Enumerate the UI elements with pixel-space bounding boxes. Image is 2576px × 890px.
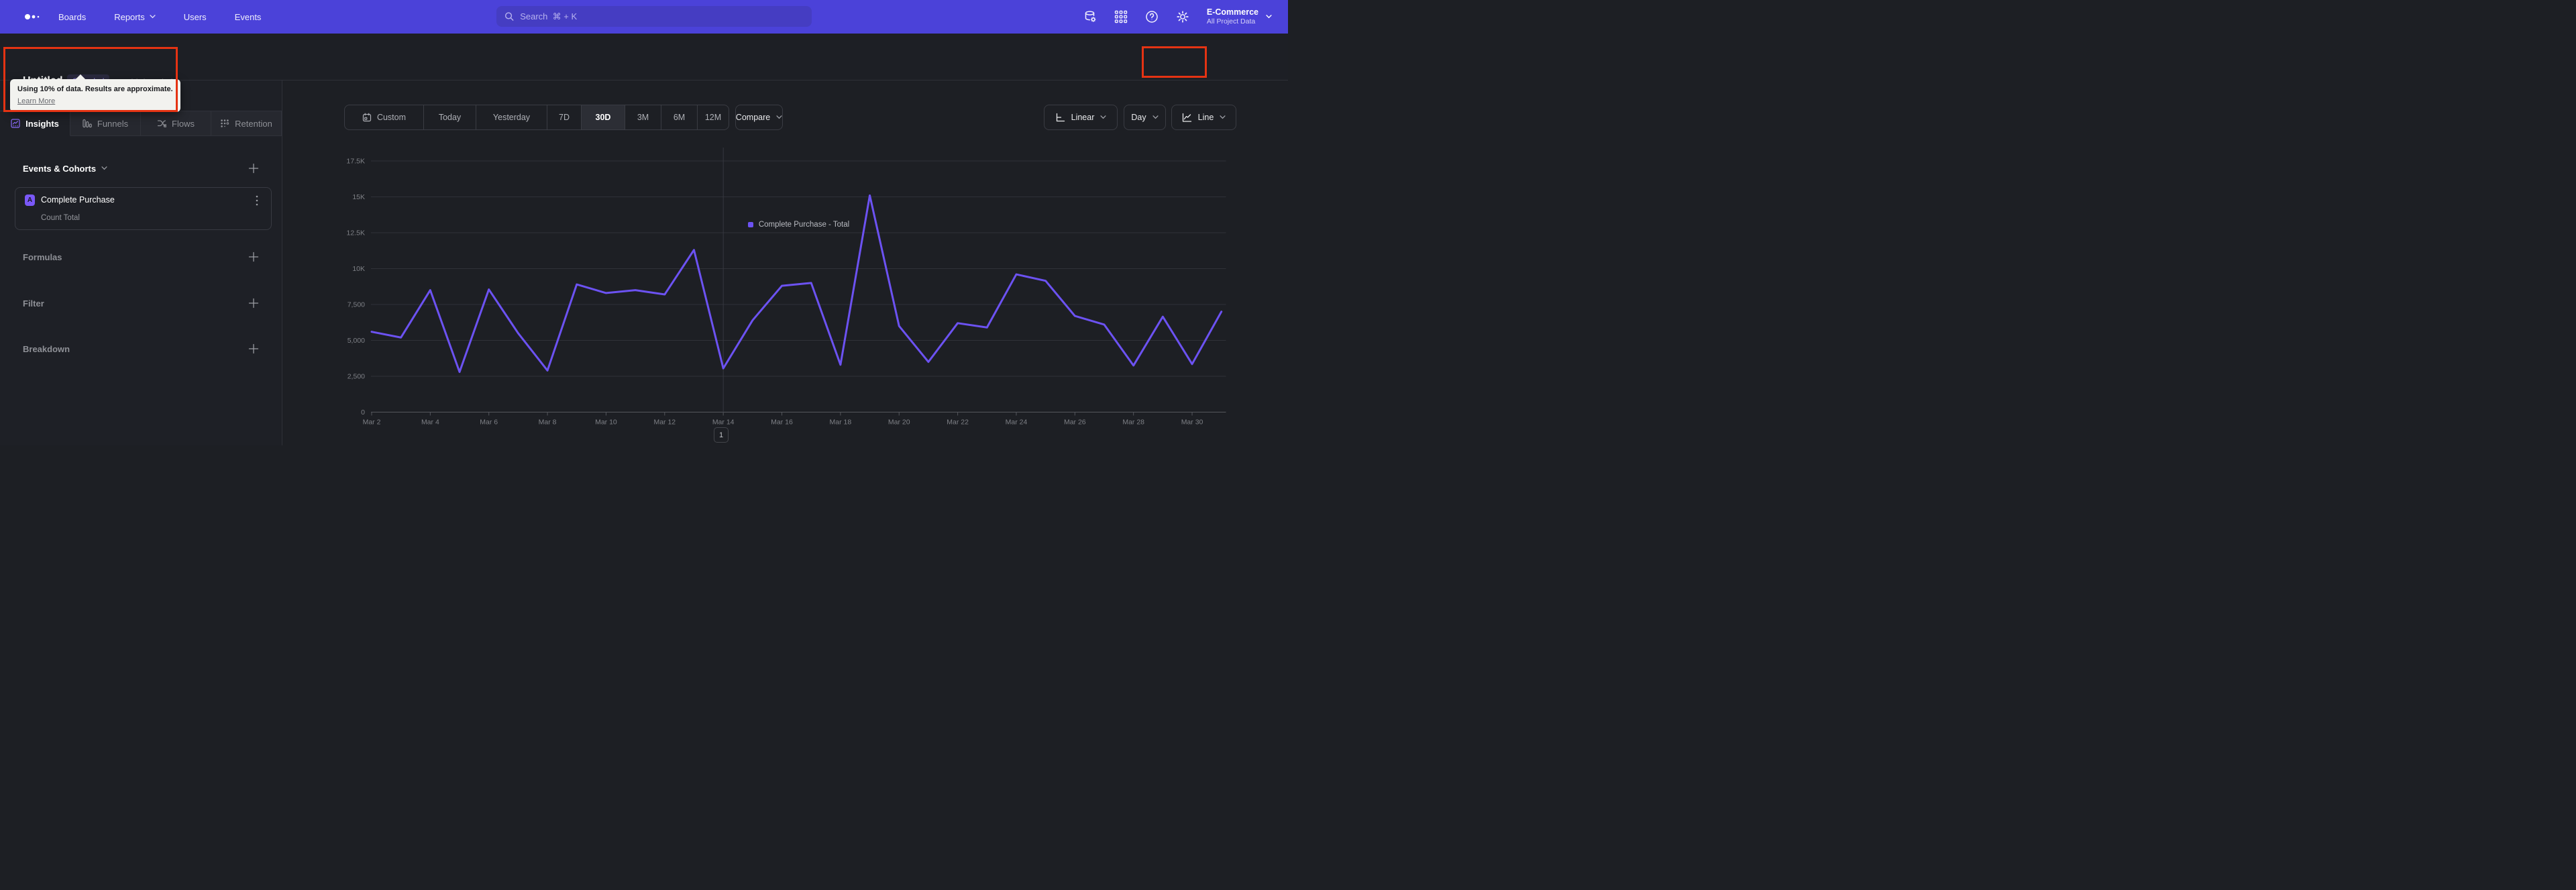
x-axis-tick-label: Mar 22 [947,419,969,427]
x-axis-tick-label: Mar 26 [1064,419,1086,427]
event-kebab-menu-icon[interactable] [252,194,262,207]
x-axis-tick-label: Mar 10 [595,419,617,427]
tab-retention[interactable]: Retention [211,111,282,136]
mixpanel-logo-icon[interactable] [12,0,44,34]
y-axis-tick-label: 10K [352,265,365,273]
nav-item-users[interactable]: Users [183,11,207,22]
pagination-page-button[interactable]: 1 [714,427,729,443]
range-3m[interactable]: 3M [625,105,661,129]
breakdown-label: Breakdown [23,343,70,354]
tooltip-text: Using 10% of data. Results are approxima… [17,85,173,93]
range-custom[interactable]: Custom [345,105,424,129]
date-range-selector: Custom Today Yesterday 7D 30D 3M 6M 12M [344,105,729,130]
data-management-icon[interactable] [1083,10,1097,23]
event-card[interactable]: A Complete Purchase Count Total [15,187,272,230]
project-name: E-Commerce [1206,7,1258,17]
chevron-down-icon [150,15,156,19]
funnels-icon [83,119,92,128]
add-filter-button[interactable] [248,298,259,309]
range-yesterday[interactable]: Yesterday [476,105,547,129]
y-axis-tick-label: 7,500 [347,301,365,309]
x-axis-tick-label: Mar 16 [771,419,793,427]
x-axis-tick-label: Mar 2 [363,419,381,427]
chevron-down-icon [1152,115,1159,119]
range-7d[interactable]: 7D [547,105,582,129]
x-axis-tick-label: Mar 18 [830,419,852,427]
breakdown-section: Breakdown [23,343,259,354]
nav-item-reports[interactable]: Reports [100,0,170,34]
apps-grid-icon[interactable] [1114,10,1128,23]
y-axis-tick-label: 12.5K [347,229,365,237]
event-name: Complete Purchase [41,195,115,205]
event-aggregation[interactable]: Count Total [41,214,80,222]
x-axis-tick-label: Mar 14 [712,419,735,427]
add-breakdown-button[interactable] [248,343,259,354]
events-cohorts-header: Events & Cohorts [23,163,259,174]
range-today[interactable]: Today [424,105,476,129]
series-line[interactable] [370,194,1223,374]
report-tabs: Insights Funnels Flows Retention [0,111,282,136]
nav-item-boards[interactable]: Boards [58,11,87,22]
x-axis-tick-label: Mar 20 [888,419,910,427]
tab-funnels[interactable]: Funnels [70,111,141,136]
events-cohorts-label[interactable]: Events & Cohorts [23,164,107,174]
formulas-label: Formulas [23,252,62,262]
chevron-down-icon [101,166,107,170]
event-series-badge: A [25,194,35,206]
x-axis-tick-label: Mar 4 [421,419,439,427]
learn-more-link[interactable]: Learn More [17,97,56,105]
chevron-down-icon [1266,15,1272,19]
x-axis-tick-label: Mar 6 [480,419,498,427]
x-axis-tick-label: Mar 24 [1006,419,1028,427]
x-axis-tick-label: Mar 8 [539,419,557,427]
insights-icon [11,119,20,128]
retention-icon [221,119,229,127]
y-axis-tick-label: 17.5K [347,158,365,166]
nav-item-events[interactable]: Events [234,11,262,22]
flows-icon [157,120,167,127]
add-event-button[interactable] [248,163,259,174]
report-header-bar: Untitled Sampled + Add description... Sa… [0,34,1288,103]
y-axis-tick-label: 15K [352,193,365,201]
filter-section: Filter [23,298,259,309]
project-scope: All Project Data [1206,17,1256,25]
y-axis-tick-label: 5,000 [347,337,365,345]
range-30d[interactable]: 30D [582,105,625,129]
line-chart-plot[interactable]: 0 2,500 5,000 7,500 10K 12.5K 15K 17.5K Mar 2 Mar… [282,80,1288,445]
project-switcher[interactable]: E-Commerce All Project Data [1207,7,1272,26]
add-formula-button[interactable] [248,252,259,262]
sampling-tooltip: Using 10% of data. Results are approxima… [10,74,180,112]
global-search[interactable] [496,6,812,27]
compare-button[interactable]: Compare [735,105,783,130]
x-axis-tick-label: Mar 12 [653,419,676,427]
top-navbar: Boards Reports Users Events E-Commer [0,0,1288,34]
linear-scale-icon [1056,113,1065,121]
query-builder-sidebar: Insights Funnels Flows Retention Events … [0,80,282,445]
calendar-icon [362,113,372,122]
x-axis-tick-label: Mar 28 [1122,419,1144,427]
y-scale-dropdown[interactable]: Linear [1044,105,1118,130]
line-chart-icon [1182,113,1191,122]
search-icon [504,12,514,21]
chevron-down-icon [1220,115,1226,119]
chevron-down-icon [776,115,782,119]
chart-type-dropdown[interactable]: Line [1171,105,1236,130]
range-12m[interactable]: 12M [698,105,729,129]
range-6m[interactable]: 6M [661,105,698,129]
y-axis-tick-label: 0 [361,408,365,416]
help-icon[interactable] [1145,10,1159,23]
settings-gear-icon[interactable] [1176,10,1189,23]
interval-dropdown[interactable]: Day [1124,105,1166,130]
y-axis-tick-label: 2,500 [347,373,365,381]
chart-pane: Custom Today Yesterday 7D 30D 3M 6M 12M … [282,80,1288,445]
x-axis-tick-label: Mar 30 [1181,419,1203,427]
filter-label: Filter [23,298,44,309]
tab-flows[interactable]: Flows [141,111,211,136]
tab-insights[interactable]: Insights [0,111,70,136]
chevron-down-icon [1100,115,1106,119]
formulas-section: Formulas [23,252,259,262]
search-input[interactable] [520,11,804,21]
